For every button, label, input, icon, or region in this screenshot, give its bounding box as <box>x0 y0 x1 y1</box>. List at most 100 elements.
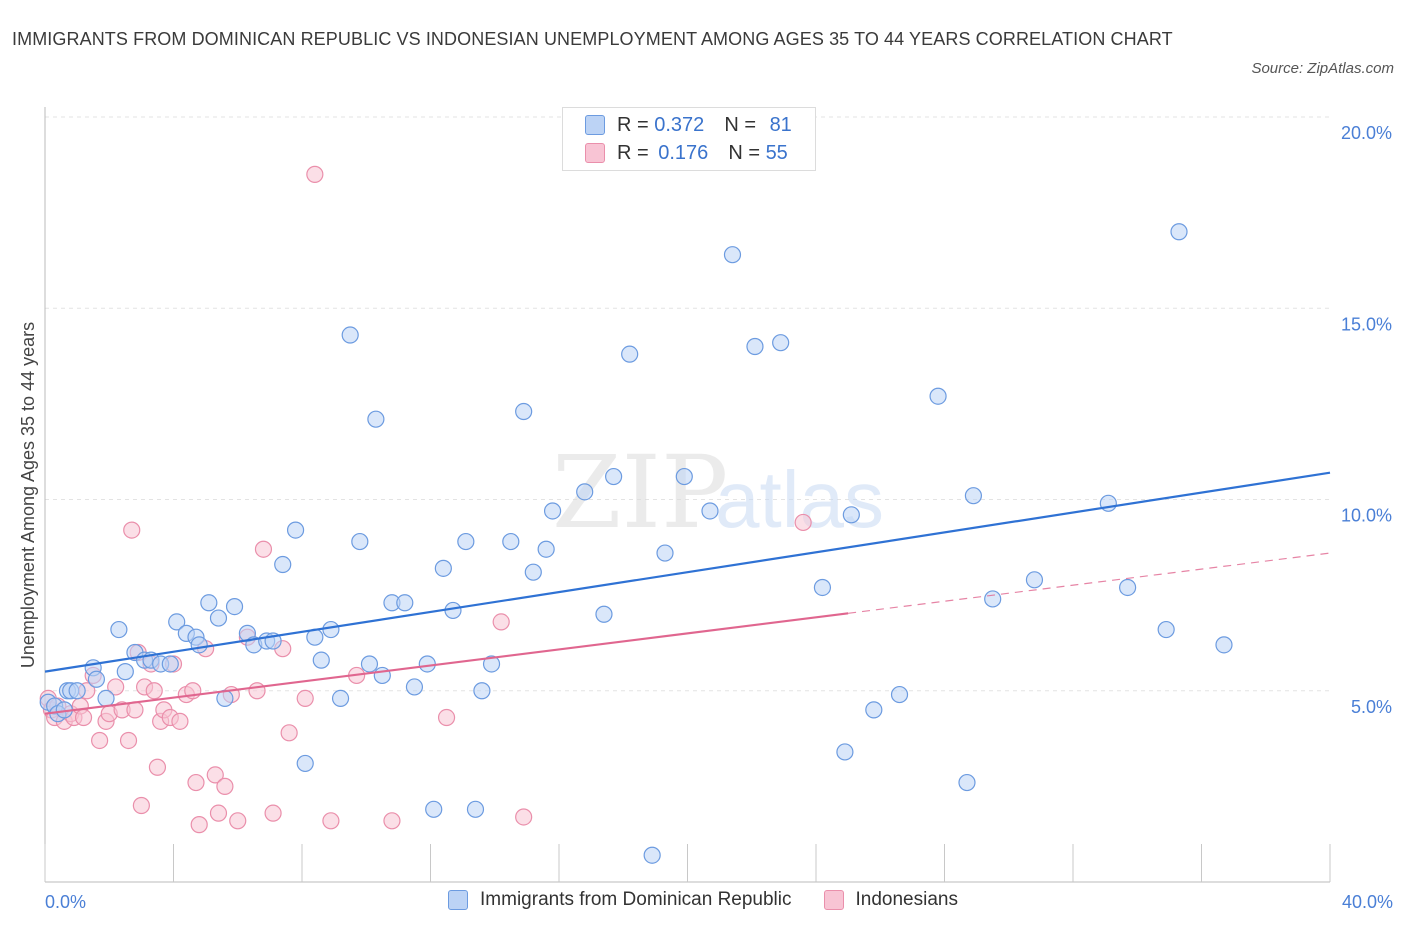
data-point <box>1170 223 1188 241</box>
x-tick-label: 40.0% <box>1342 892 1393 912</box>
data-point <box>286 521 305 539</box>
data-point <box>515 402 533 421</box>
data-point <box>331 689 350 708</box>
axes <box>44 107 1331 883</box>
data-point <box>964 487 983 505</box>
data-point <box>161 655 179 673</box>
data-point <box>473 682 491 700</box>
data-point <box>225 597 244 616</box>
data-point <box>1157 620 1175 639</box>
data-point <box>701 502 719 520</box>
legend-swatch-pink <box>585 143 605 163</box>
data-point <box>274 555 292 574</box>
legend-item-indonesians[interactable]: Indonesians <box>823 889 958 911</box>
data-point <box>322 812 340 830</box>
y-tick-label: 20.0% <box>1341 123 1392 143</box>
data-point <box>91 731 109 750</box>
axis-labels: 5.0% 10.0% 15.0% 20.0% 0.0% 40.0% Unemployment… <box>18 123 1393 912</box>
data-point <box>360 655 379 673</box>
data-point <box>341 326 359 344</box>
data-point <box>190 816 208 834</box>
legend-item-dominican[interactable]: Immigrants from Dominican Republic <box>448 889 792 911</box>
legend-swatch-blue <box>585 115 605 135</box>
legend-r-value: 0.176 <box>658 141 709 164</box>
data-point <box>425 800 443 818</box>
legend-r-value: 0.372 <box>654 113 705 136</box>
data-point <box>187 773 205 792</box>
data-point <box>396 594 414 612</box>
data-point <box>621 345 639 363</box>
data-point <box>813 578 832 597</box>
source-credit: Source: ZipAtlas.com <box>1251 60 1394 77</box>
data-point <box>229 812 247 830</box>
data-point <box>209 609 228 627</box>
data-point <box>280 724 298 742</box>
legend-n-label: N = <box>728 141 760 164</box>
data-point <box>148 758 167 776</box>
legend-swatch-blue <box>448 890 469 910</box>
data-point <box>434 559 452 577</box>
data-point <box>74 708 93 727</box>
trend-line <box>44 471 1331 673</box>
data-point <box>123 521 141 539</box>
legend-n-value: 81 <box>769 113 792 136</box>
data-point <box>524 563 542 581</box>
trend-line-extension <box>848 552 1331 614</box>
y-axis-title: Unemployment Among Ages 35 to 44 years <box>18 322 38 668</box>
data-point <box>1119 578 1137 597</box>
y-tick-label: 15.0% <box>1341 314 1392 334</box>
data-point <box>296 754 314 773</box>
watermark-atlas: atlas <box>715 455 884 544</box>
trend-lines <box>44 471 1331 715</box>
data-point <box>322 620 340 639</box>
data-point <box>984 590 1002 608</box>
data-point <box>206 766 224 784</box>
correlation-legend: R = 0.372 N = 81 R = 0.176 N = 55 <box>562 107 816 171</box>
data-point <box>675 467 693 486</box>
data-point <box>723 246 742 264</box>
x-tick-label: 0.0% <box>45 892 86 912</box>
data-point <box>254 540 273 558</box>
data-point <box>836 743 854 761</box>
data-point <box>656 544 674 562</box>
legend-row-indonesians: R = 0.176 N = 55 <box>585 140 788 166</box>
data-point <box>746 337 764 356</box>
data-point <box>865 701 883 719</box>
legend-label: Immigrants from Dominican Republic <box>480 889 792 910</box>
data-point <box>68 682 86 700</box>
legend-n-label: N = <box>724 113 756 136</box>
legend-r-label: R = <box>617 141 649 164</box>
data-point <box>200 594 218 612</box>
data-point <box>466 800 485 818</box>
data-point <box>116 663 134 681</box>
data-point <box>502 532 520 551</box>
data-point <box>543 502 562 520</box>
data-point <box>437 708 456 727</box>
data-point <box>296 689 314 708</box>
data-point <box>1215 636 1233 654</box>
data-point <box>126 701 144 719</box>
data-point <box>595 605 613 623</box>
data-point <box>492 613 510 631</box>
data-point <box>209 804 228 822</box>
data-point <box>306 165 324 183</box>
watermark: ZIP atlas <box>552 434 884 551</box>
legend-r-label: R = <box>617 113 649 136</box>
data-point <box>482 655 501 673</box>
data-point <box>264 804 282 822</box>
data-point <box>457 532 475 551</box>
data-point <box>405 678 424 696</box>
data-point <box>643 846 661 864</box>
y-tick-label: 5.0% <box>1351 697 1392 717</box>
legend-swatch-pink <box>823 890 844 910</box>
data-point <box>97 689 115 708</box>
data-point <box>1025 571 1044 589</box>
legend-label: Indonesians <box>855 889 958 910</box>
legend-row-dominican: R = 0.372 N = 81 <box>585 112 792 138</box>
data-point <box>190 636 208 654</box>
data-point <box>383 812 401 830</box>
data-point <box>110 620 128 639</box>
legend-n-value: 55 <box>765 141 788 164</box>
data-point <box>312 651 330 669</box>
